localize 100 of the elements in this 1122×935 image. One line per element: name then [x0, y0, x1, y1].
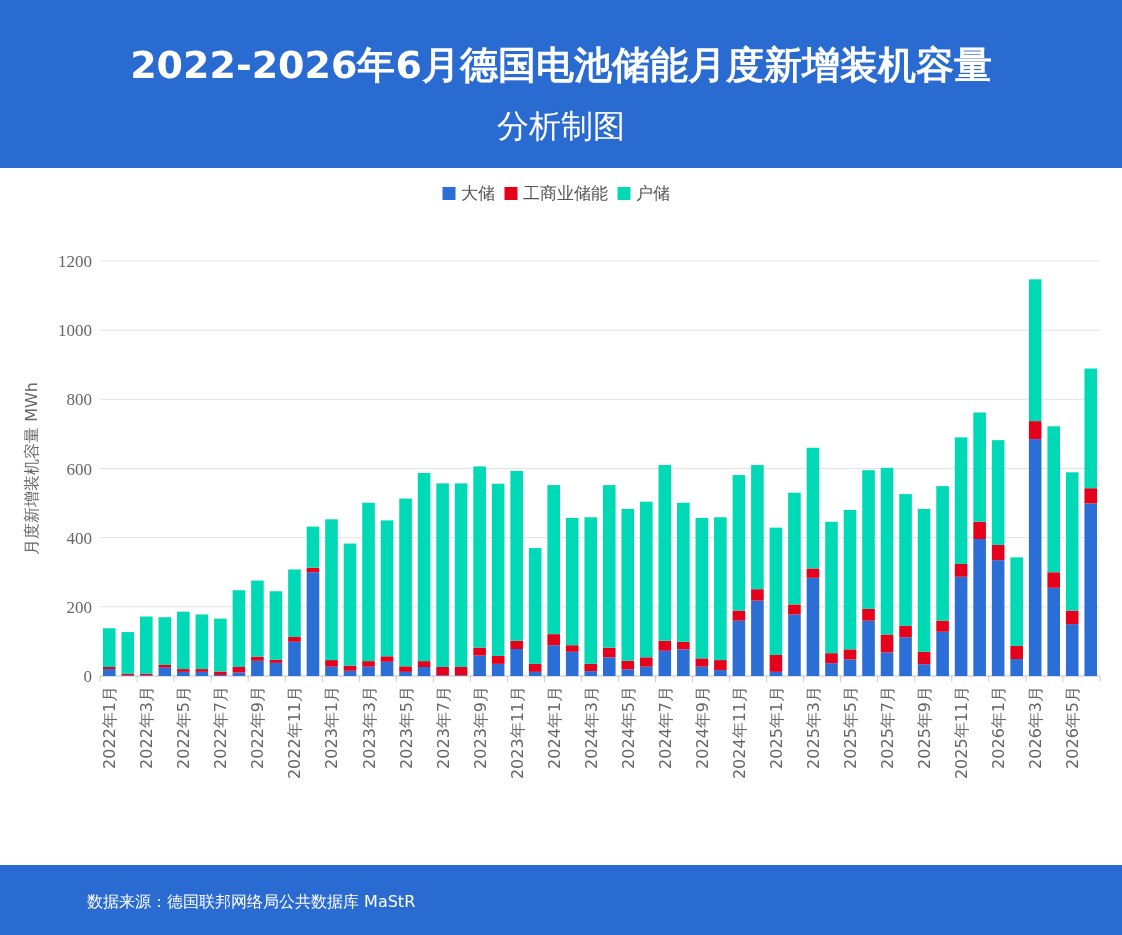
bar: [436, 667, 449, 676]
bar: [954, 563, 968, 577]
plot: 0 200 400 600 800 1000 1200 2022年1月 2022年3月 2022年5月 2022年7月 2022年9月 2022年11月 2023年1月 2023年3月 2023年5月 2023年7月 2023年9月 2023年11月 2024年1月 2024年3月 2024年5月 2024年7月 2024年9月 2024年11月 2025年1月 2025年3月 2025年5月 2025年7月 2025年9月 2025年11月 2026年1月 2026年3月 2026年5月 月度新增装机容量 MWh: [22, 252, 1101, 780]
bar: [843, 649, 857, 660]
bar: [232, 590, 246, 668]
bar: [899, 494, 912, 626]
legend-label: 大储: [460, 183, 495, 203]
x-tick-label: 2026年3月: [1026, 686, 1046, 769]
bar: [695, 517, 709, 659]
bar: [788, 492, 801, 605]
y-tick-label: 600: [66, 459, 92, 479]
bar: [491, 663, 505, 676]
bar: [954, 576, 968, 676]
legend-label: 户储: [635, 183, 670, 203]
bar: [640, 657, 653, 667]
x-tick-label: 2023年1月: [322, 686, 342, 769]
bar: [158, 667, 172, 676]
bar: [195, 614, 209, 670]
bar: [788, 604, 801, 615]
bar: [269, 659, 283, 663]
bar: [584, 663, 598, 672]
bar: [140, 616, 153, 674]
bar: [917, 651, 931, 665]
x-tick-label: 2024年3月: [581, 686, 601, 769]
bar: [473, 466, 486, 648]
bar: [732, 620, 746, 676]
x-tick-label: 2022年11月: [285, 686, 305, 780]
bar: [306, 526, 320, 568]
bar: [121, 632, 135, 674]
bar: [343, 543, 357, 666]
bar: [862, 470, 875, 609]
bar: [825, 521, 838, 654]
bar: [102, 667, 116, 670]
bar: [880, 652, 894, 676]
bar: [214, 618, 227, 672]
bar: [343, 665, 357, 671]
bar: [399, 671, 412, 676]
bar: [973, 539, 986, 676]
bar: [528, 663, 542, 672]
x-tick-label: 2023年7月: [433, 686, 453, 769]
bar: [936, 620, 949, 632]
y-tick-label: 1000: [58, 321, 92, 341]
bar: [936, 486, 949, 621]
y-axis-title: 月度新增装机容量 MWh: [22, 382, 41, 555]
bar: [269, 662, 283, 676]
bar: [806, 577, 820, 676]
bar: [565, 651, 579, 676]
bar: [325, 519, 338, 661]
x-tick-label: 2023年11月: [507, 686, 527, 780]
bar: [306, 572, 320, 676]
source-note: 数据来源：德国联邦网络局公共数据库 MaStR: [87, 892, 416, 911]
bar: [547, 485, 560, 635]
bar: [899, 637, 912, 676]
bar: [362, 666, 375, 676]
x-tick-label: 2023年3月: [359, 686, 379, 769]
bar: [584, 671, 598, 676]
bar: [732, 610, 746, 621]
bar: [677, 502, 690, 642]
bar: [658, 640, 672, 651]
bar: [417, 473, 431, 662]
x-tick-label: 2024年1月: [544, 686, 564, 769]
bar: [1084, 488, 1098, 504]
bar: [640, 501, 653, 658]
x-tick-label: 2026年5月: [1063, 686, 1083, 769]
bar: [1028, 421, 1042, 440]
bar: [1084, 368, 1098, 489]
bar: [751, 465, 764, 590]
bar: [991, 440, 1005, 545]
bar: [602, 485, 616, 648]
bar: [1047, 587, 1060, 676]
bar: [1084, 503, 1098, 676]
bar: [880, 634, 894, 653]
bar: [1065, 610, 1079, 625]
x-tick-label: 2024年9月: [692, 686, 712, 769]
bar: [584, 517, 598, 664]
bar: [343, 670, 357, 676]
bar: [325, 660, 338, 667]
bar: [1028, 279, 1042, 422]
bar: [695, 666, 709, 676]
bar: [251, 660, 264, 676]
x-tick-label: 2025年9月: [915, 686, 935, 769]
bar: [528, 671, 542, 676]
bar: [473, 647, 486, 656]
bar: [510, 470, 523, 641]
y-tick-label: 800: [66, 390, 92, 410]
bar: [1047, 426, 1060, 573]
bar: [177, 671, 190, 676]
bar: [1010, 659, 1023, 676]
bar: [714, 660, 727, 671]
bar: [417, 661, 431, 668]
x-tick-label: 2025年7月: [878, 686, 898, 769]
bar: [1047, 572, 1060, 588]
bar: [602, 647, 616, 658]
bar: [158, 617, 172, 665]
bar: [602, 657, 616, 676]
bar: [769, 527, 783, 655]
bar: [917, 508, 931, 652]
bar: [232, 667, 246, 673]
bar: [695, 658, 709, 667]
x-tick-label: 2023年5月: [396, 686, 416, 769]
